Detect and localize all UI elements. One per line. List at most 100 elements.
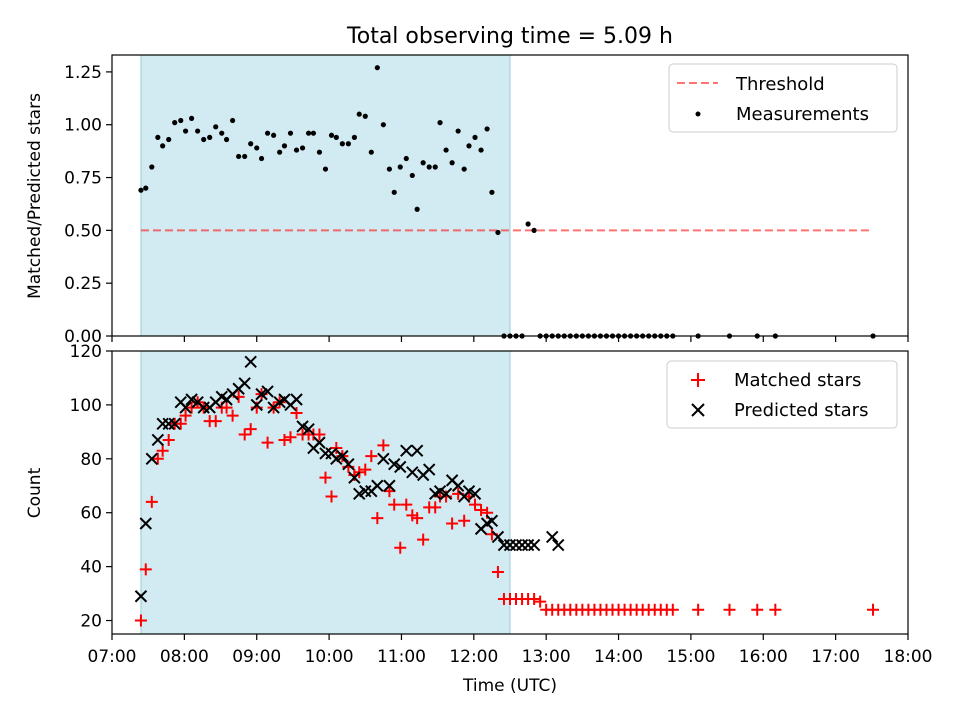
predicted-star-point	[451, 479, 465, 492]
matched-star-point	[139, 563, 152, 576]
matched-star-point	[491, 566, 504, 579]
matched-star-point	[151, 452, 164, 465]
predicted-star-point	[313, 436, 326, 449]
measurement-point	[449, 160, 455, 166]
measurement-point	[223, 136, 230, 143]
x-axis-label: Time (UTC)	[462, 676, 557, 696]
measurement-point	[138, 187, 144, 193]
measurement-point	[403, 155, 409, 162]
matched-star-point	[278, 433, 291, 446]
matched-star-point	[692, 603, 705, 616]
bottom-y-tick-label: 120	[70, 342, 102, 362]
measurement-point	[149, 164, 155, 170]
bottom-x-tick-label: 10:00	[305, 647, 354, 667]
bottom-panel: 20 40 60 80 100 120 07:00 08:00 09:00 10:00 11:00…	[25, 342, 933, 696]
matched-star-point	[411, 512, 424, 525]
matched-star-point	[162, 433, 175, 446]
top-y-tick-label: 1.00	[64, 116, 102, 136]
bottom-y-tick-label: 20	[80, 612, 102, 632]
matched-star-point	[666, 603, 679, 616]
measurement-point	[322, 166, 329, 172]
top-legend: Threshold Measurements	[668, 63, 898, 133]
measurement-point	[201, 136, 207, 143]
bottom-x-tick-label: 09:00	[232, 647, 281, 667]
measurement-point	[420, 160, 426, 166]
legend-matched-swatch	[691, 373, 705, 387]
matched-star-point	[134, 614, 147, 627]
measurement-point	[525, 221, 531, 227]
measurement-point	[339, 141, 345, 147]
matched-star-point	[319, 471, 332, 484]
matched-star-point	[179, 409, 192, 422]
chart-title: Total observing time = 5.09 h	[346, 24, 673, 49]
predicted-star-point	[485, 514, 499, 528]
bottom-y-axis-label: Count	[25, 467, 45, 518]
matched-star-point	[145, 495, 158, 508]
matched-star-point	[174, 417, 187, 430]
predicted-star-point	[336, 449, 349, 463]
matched-star-point	[469, 498, 482, 511]
measurement-point	[248, 141, 254, 147]
matched-star-point	[284, 431, 297, 444]
measurement-point	[437, 120, 443, 126]
measurement-point	[374, 65, 380, 71]
matched-star-point	[209, 415, 222, 428]
bottom-x-tick-label: 16:00	[739, 647, 788, 667]
legend-threshold-label: Threshold	[735, 74, 825, 95]
predicted-star-point	[168, 417, 181, 430]
measurement-point	[264, 130, 271, 136]
predicted-star-point	[546, 530, 559, 544]
predicted-star-point	[151, 433, 165, 447]
matched-star-point	[377, 439, 390, 452]
measurement-point	[236, 153, 242, 160]
measurement-point	[160, 143, 166, 149]
measurement-point	[166, 136, 172, 143]
predicted-star-point	[394, 460, 407, 474]
measurement-point	[305, 130, 312, 136]
measurement-point	[143, 185, 149, 191]
measurement-point	[213, 124, 219, 130]
measurement-point	[293, 147, 300, 153]
measurement-point	[531, 227, 537, 233]
matched-star-point	[534, 595, 547, 608]
matched-star-point	[388, 498, 401, 511]
measurement-point	[356, 111, 362, 117]
predicted-star-point	[134, 590, 148, 603]
matched-star-point	[313, 428, 326, 441]
matched-star-point	[325, 490, 338, 503]
measurement-point	[432, 164, 438, 170]
legend-predicted-label: Predicted stars	[734, 400, 868, 421]
measurement-point	[207, 134, 213, 140]
predicted-star-point	[145, 452, 159, 466]
measurement-point	[484, 126, 490, 132]
measurement-point	[155, 134, 161, 140]
measurement-point	[277, 149, 283, 155]
measurement-point	[414, 206, 420, 212]
measurement-point	[461, 166, 467, 172]
legend-predicted-swatch	[691, 403, 705, 417]
predicted-star-point	[250, 398, 263, 412]
legend-matched-label: Matched stars	[734, 370, 861, 391]
predicted-star-point	[342, 457, 355, 471]
predicted-star-point	[244, 355, 257, 368]
bottom-axes-frame	[111, 350, 909, 635]
predicted-star-point	[422, 463, 436, 476]
measurement-point	[333, 134, 339, 140]
bottom-x-tick-label: 17:00	[811, 647, 860, 667]
matched-star-point	[238, 428, 251, 441]
predicted-star-point	[406, 466, 419, 479]
predicted-star-point	[377, 452, 390, 466]
matched-star-point	[244, 423, 257, 436]
measurement-point	[328, 132, 335, 138]
top-y-tick-label: 0.00	[64, 327, 102, 347]
bottom-legend-frame	[666, 360, 898, 429]
predicted-star-point	[527, 538, 541, 552]
bottom-x-tick-label: 14:00	[594, 647, 643, 667]
measurement-point	[271, 132, 277, 138]
top-y-tick-label: 0.50	[64, 221, 102, 241]
bottom-x-tick-label: 07:00	[88, 647, 137, 667]
matched-star-point	[261, 436, 274, 449]
top-panel: 0.00 0.25 0.50 0.75 1.00 1.25 Matched/Predict…	[25, 54, 909, 347]
matched-star-point	[417, 533, 430, 546]
